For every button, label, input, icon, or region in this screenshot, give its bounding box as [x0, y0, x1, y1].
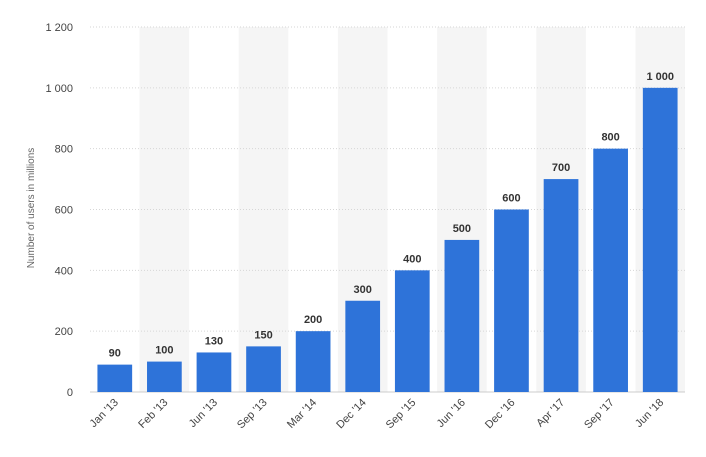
bar: [345, 300, 381, 392]
gridlines: [90, 26, 685, 393]
y-tick-label: 600: [55, 205, 73, 217]
x-tick-label: Mar '14: [285, 397, 319, 431]
data-labels: 90 100 130 150 200 300 400 500 600 700 800 1 000: [109, 71, 674, 360]
bar: [97, 364, 133, 392]
data-label: 130: [205, 335, 223, 347]
bar: [593, 148, 628, 392]
data-label: 300: [354, 284, 372, 296]
x-tick-label: Sep '13: [235, 397, 270, 432]
data-label: 150: [254, 329, 272, 341]
bar: [246, 346, 281, 392]
x-tick-label: Dec '14: [334, 397, 369, 432]
data-label: 100: [155, 345, 173, 357]
y-tick-label: 1 000: [45, 83, 73, 95]
bar: [642, 87, 678, 392]
data-label: 800: [601, 132, 619, 144]
x-tick-label: Jan '13: [88, 397, 121, 430]
bar: [543, 179, 579, 392]
data-label: 600: [502, 193, 520, 205]
data-label: 1 000: [646, 71, 674, 83]
x-tick-label: Dec '16: [483, 397, 518, 432]
y-tick-label: 200: [55, 326, 73, 338]
bar: [444, 239, 480, 392]
x-tick-label: Sep '15: [384, 397, 419, 432]
x-axis-ticks: Jan '13 Feb '13 Jun '13 Sep '13 Mar '14 Dec '…: [88, 397, 667, 432]
bars: [97, 87, 678, 392]
y-tick-label: 400: [55, 265, 73, 277]
x-tick-label: Feb '13: [136, 397, 170, 431]
y-tick-label: 0: [67, 387, 73, 399]
bar: [394, 270, 430, 392]
data-label: 90: [109, 348, 121, 360]
bar: [295, 331, 331, 392]
data-label: 700: [552, 162, 570, 174]
y-tick-label: 1 200: [45, 22, 73, 34]
y-axis-ticks: 0 200 400 600 800 1 000 1 200: [45, 22, 73, 399]
x-tick-label: Jun '18: [633, 397, 666, 430]
x-tick-label: Apr '17: [534, 397, 567, 430]
x-tick-label: Jun '13: [187, 397, 220, 430]
x-tick-label: Jun '16: [435, 397, 468, 430]
y-axis-label: Number of users in millions: [26, 148, 37, 269]
bar: [494, 209, 529, 392]
data-label: 400: [403, 253, 421, 265]
y-tick-label: 800: [55, 144, 73, 156]
bar: [147, 361, 182, 392]
data-label: 200: [304, 314, 322, 326]
bar: [196, 352, 232, 392]
data-label: 500: [453, 223, 471, 235]
background-band: [238, 27, 289, 392]
x-tick-label: Sep '17: [582, 397, 617, 432]
